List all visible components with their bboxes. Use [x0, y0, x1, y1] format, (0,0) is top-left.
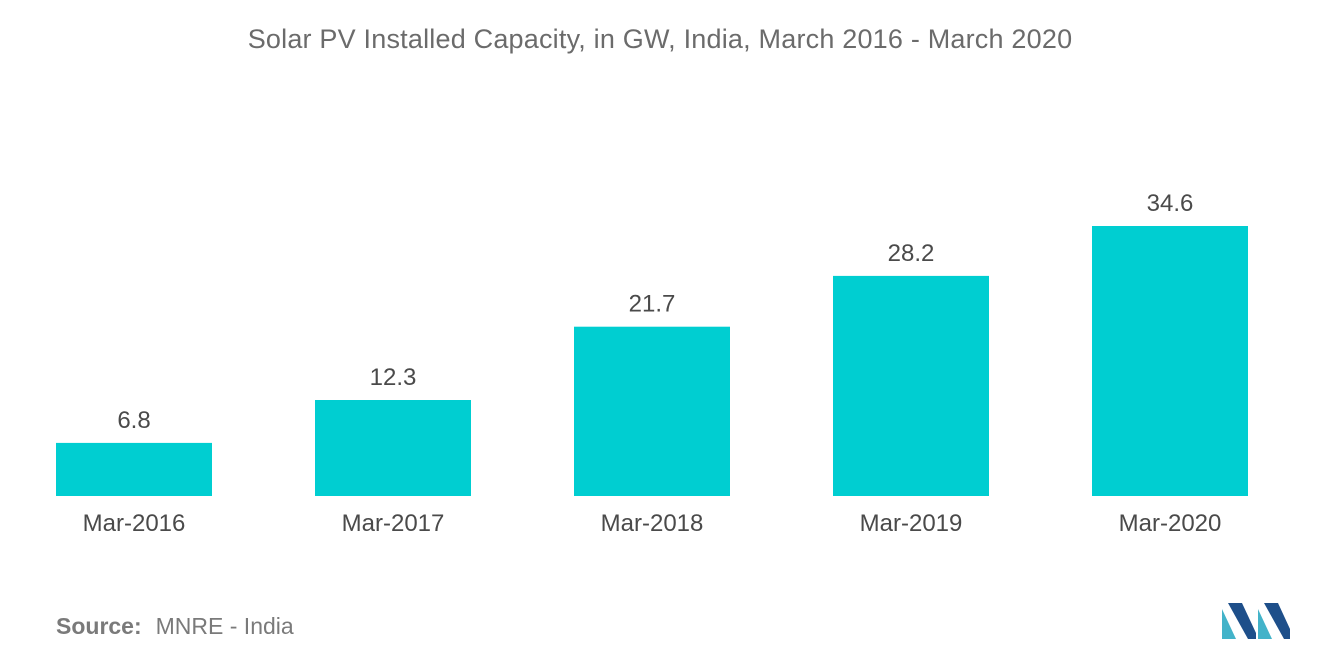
x-tick-label-mar-2018: Mar-2018 [601, 510, 704, 537]
x-tick-label-mar-2017: Mar-2017 [342, 510, 445, 537]
logo-shape-left [1222, 609, 1236, 639]
data-label-mar-2016: 6.8 [117, 407, 150, 434]
bar-mar-2020 [1092, 226, 1248, 496]
source-label: Source: [56, 613, 142, 639]
x-tick-label-mar-2016: Mar-2016 [83, 510, 186, 537]
data-label-mar-2017: 12.3 [370, 364, 417, 391]
bar-mar-2019 [833, 275, 989, 496]
bar-mar-2017 [315, 400, 471, 496]
chart-title: Solar PV Installed Capacity, in GW, Indi… [247, 24, 1073, 54]
logo-shape-mid-b [1258, 609, 1272, 639]
bar-mar-2018 [574, 326, 730, 496]
bar-mar-2016 [56, 442, 212, 496]
x-tick-label-mar-2019: Mar-2019 [860, 510, 963, 537]
bar-chart: 6.8 Mar-2016 12.3 Mar-2017 21.7 Mar-2018 28.2 M… [56, 190, 1248, 537]
source-note: Source: MNRE - India [56, 613, 294, 640]
mordor-intelligence-logo-icon [1222, 603, 1290, 639]
data-label-mar-2019: 28.2 [888, 240, 935, 267]
data-label-mar-2018: 21.7 [629, 291, 676, 318]
logo-shape-mid-a [1228, 603, 1256, 639]
x-tick-label-mar-2020: Mar-2020 [1119, 510, 1222, 537]
logo-shape-right [1264, 603, 1290, 639]
source-text: MNRE - India [155, 613, 294, 639]
data-label-mar-2020: 34.6 [1147, 190, 1194, 217]
